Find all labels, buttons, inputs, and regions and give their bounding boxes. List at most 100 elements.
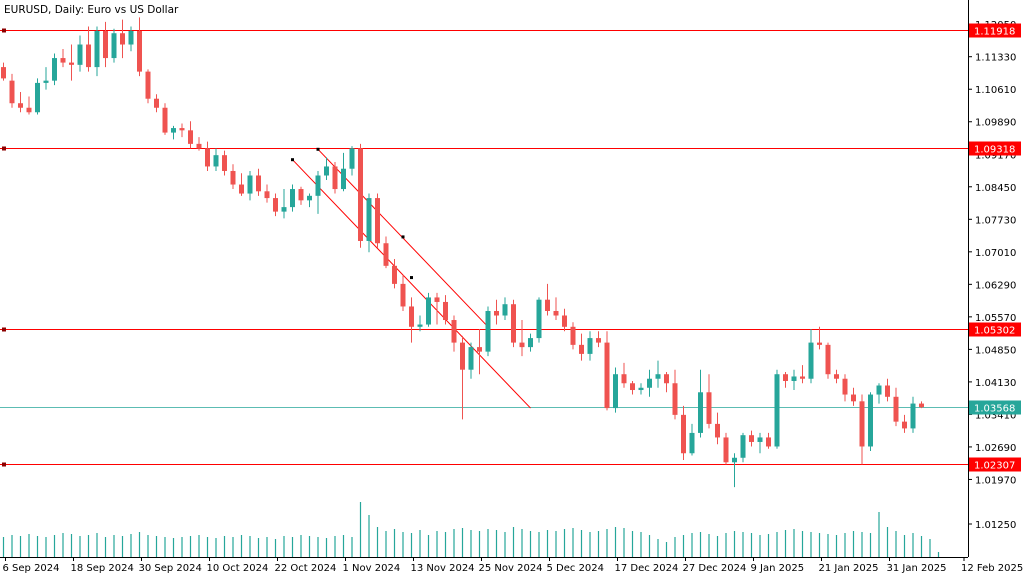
candle-body [400,283,406,307]
y-tick-label: 1.09890 [975,118,1016,129]
candle-body [145,71,151,99]
candle-body [451,320,457,343]
candle-body [247,175,253,194]
candle-body [332,166,338,190]
candle-body [485,310,491,352]
candle-body [885,385,890,397]
y-tick-label: 1.07010 [975,248,1016,259]
x-tick-label: 27 Dec 2024 [683,563,747,574]
candle-body [179,128,185,131]
candle-body [893,396,899,422]
candle-body [876,385,882,395]
candle-body [409,306,414,327]
chart-title: EURUSD, Daily: Euro vs US Dollar [4,4,179,16]
candle-body [672,383,678,415]
level-anchor-point[interactable] [2,462,6,467]
candle-body [698,392,703,433]
candle-body [910,403,916,429]
candle-body [18,103,23,108]
candle-body [706,392,712,424]
candle-body [613,374,618,409]
candle-body [137,30,142,72]
y-tick-label: 1.10610 [975,85,1016,96]
candle-body [222,155,227,171]
level-price-badge [969,457,1021,472]
candle-body [26,107,32,113]
x-tick-label: 25 Nov 2024 [479,563,543,574]
candle-body [443,301,448,321]
candle-body [774,374,780,447]
candle-body [171,128,176,133]
candle-body [281,207,287,212]
trendline-anchor-point[interactable] [291,158,294,162]
level-price-label: 1.05302 [974,326,1015,337]
candle-body [52,58,57,81]
candle-body [205,148,210,167]
candle-body [162,107,168,133]
candle-body [868,394,873,447]
candle-body [919,403,924,408]
y-tick-label: 1.07730 [975,215,1016,226]
candle-body [477,347,482,352]
candle-body [638,387,644,391]
candle-body [188,130,193,144]
candle-body [723,437,729,463]
candle-body [273,198,278,212]
current-price-label: 1.03568 [974,404,1015,415]
level-anchor-point[interactable] [2,327,6,332]
candle-body [732,457,737,463]
candle-body [69,62,74,65]
candle-body [264,191,270,199]
level-anchor-point[interactable] [2,146,6,151]
candle-body [851,394,856,402]
y-tick-label: 1.04130 [975,378,1016,389]
candle-body [256,175,261,192]
trendline-anchor-point[interactable] [410,276,413,280]
candle-body [358,148,363,241]
candle-body [740,435,746,458]
candle-body [128,30,134,45]
candle-body [681,414,686,454]
candle-body [468,347,474,370]
x-tick-label: 30 Sep 2024 [139,563,202,574]
candle-body [434,297,440,302]
trendline-anchor-point[interactable] [401,235,405,239]
x-tick-label: 12 Feb 2025 [961,563,1023,574]
candle-body [715,423,720,438]
candle-body [315,175,321,196]
candle-body [757,437,763,442]
x-tick-label: 1 Nov 2024 [343,563,401,574]
channel-trendline[interactable] [292,159,531,409]
candle-body [783,374,788,381]
candle-body [494,310,499,316]
candle-body [825,344,831,375]
y-tick-label: 1.01250 [975,520,1016,531]
candle-body [86,44,91,68]
candle-body [834,374,839,379]
candle-body [655,374,661,379]
candle-body [324,166,329,176]
candle-body [791,376,797,381]
candle-body [502,304,508,316]
level-price-label: 1.09318 [974,145,1015,156]
x-tick-label: 31 Jan 2025 [887,563,947,574]
candle-body [103,30,108,59]
candle-body [43,80,49,83]
candle-body [154,98,159,108]
candle-body [1,67,6,79]
trendline-anchor-point[interactable] [316,147,320,151]
x-tick-label: 17 Dec 2024 [615,563,679,574]
candle-body [621,374,627,384]
candle-body [230,170,236,185]
candle-body [766,437,771,447]
candle-body [630,383,635,391]
candle-body [817,342,822,345]
candle-body [664,374,669,384]
level-price-label: 1.11918 [974,27,1015,38]
y-tick-label: 1.11330 [975,53,1016,64]
candle-body [647,378,652,388]
level-anchor-point[interactable] [2,28,6,33]
candle-body [528,338,533,348]
level-price-badge [969,23,1021,38]
